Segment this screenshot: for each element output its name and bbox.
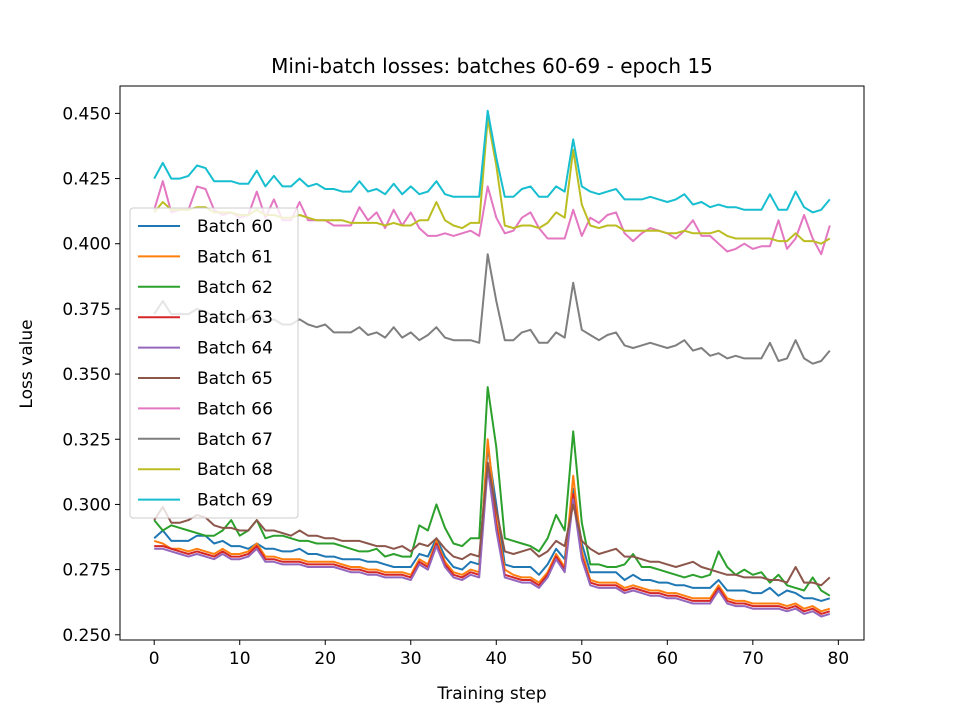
x-tick-label: 60 bbox=[656, 649, 678, 669]
legend-label: Batch 65 bbox=[197, 369, 273, 389]
series-lines bbox=[153, 109, 831, 618]
y-tick-label: 0.425 bbox=[62, 170, 111, 190]
legend-label: Batch 62 bbox=[197, 278, 273, 298]
x-axis-ticks: 0 10 20 30 40 50 60 70 80 bbox=[149, 640, 849, 669]
series-line-64 bbox=[154, 466, 831, 618]
y-axis-label: Loss value bbox=[17, 319, 37, 408]
y-tick-label: 0.300 bbox=[62, 495, 111, 515]
x-tick-label: 0 bbox=[149, 649, 160, 669]
y-tick-label: 0.325 bbox=[62, 430, 111, 450]
x-tick-label: 20 bbox=[314, 649, 336, 669]
x-tick-label: 10 bbox=[229, 649, 251, 669]
legend-label: Batch 61 bbox=[197, 247, 273, 267]
legend-label: Batch 66 bbox=[197, 399, 273, 419]
legend-box bbox=[129, 207, 299, 519]
y-tick-label: 0.450 bbox=[62, 104, 111, 124]
legend-label: Batch 63 bbox=[197, 308, 273, 328]
x-tick-label: 30 bbox=[400, 649, 422, 669]
chart-title: Mini-batch losses: batches 60-69 - epoch… bbox=[271, 54, 713, 78]
x-tick-label: 40 bbox=[485, 649, 507, 669]
y-tick-label: 0.400 bbox=[62, 235, 111, 255]
series-line-65 bbox=[153, 461, 831, 587]
legend-label: Batch 64 bbox=[197, 339, 273, 359]
legend-label: Batch 60 bbox=[197, 217, 273, 237]
x-tick-label: 80 bbox=[828, 649, 850, 669]
y-tick-label: 0.375 bbox=[62, 300, 111, 320]
x-tick-label: 70 bbox=[742, 649, 764, 669]
series-line-62 bbox=[153, 386, 831, 597]
series-line-61 bbox=[153, 438, 831, 613]
series-line-69 bbox=[153, 109, 831, 214]
x-axis-label: Training step bbox=[436, 684, 546, 704]
legend: Batch 60 Batch 61 Batch 62 Batch 63 Batch 64… bbox=[129, 207, 299, 519]
y-tick-label: 0.275 bbox=[62, 561, 111, 581]
legend-label: Batch 68 bbox=[197, 460, 273, 480]
legend-label: Batch 67 bbox=[197, 430, 273, 450]
y-axis-ticks: 0.250 0.275 0.300 0.325 0.350 0.375 0.400 0.425… bbox=[62, 104, 120, 646]
plot-frame bbox=[119, 85, 865, 641]
x-tick-label: 50 bbox=[571, 649, 593, 669]
y-tick-label: 0.350 bbox=[62, 365, 111, 385]
y-tick-label: 0.250 bbox=[62, 626, 111, 646]
legend-label: Batch 69 bbox=[197, 491, 273, 511]
